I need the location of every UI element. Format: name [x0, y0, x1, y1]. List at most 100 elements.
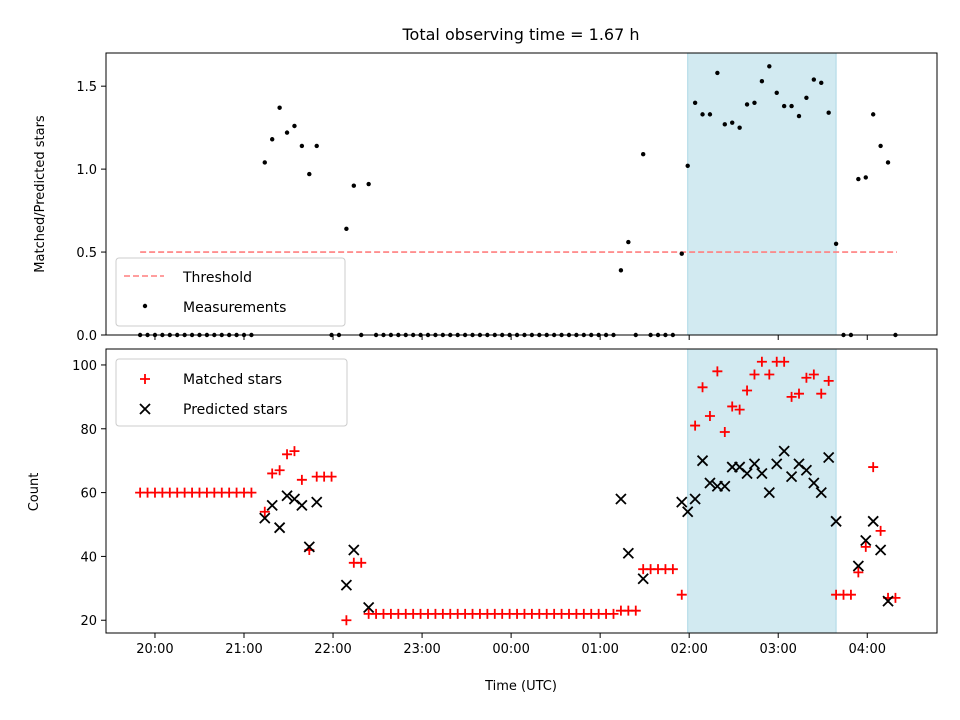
data-point: [697, 382, 708, 393]
data-point: [774, 90, 779, 96]
data-point: [314, 143, 319, 149]
data-point: [852, 560, 864, 572]
y-tick-label: 1.5: [76, 80, 97, 95]
legend-measurements-swatch: [142, 303, 148, 309]
data-point: [690, 420, 701, 431]
axes-frame: [105, 348, 938, 634]
data-point: [259, 512, 271, 524]
data-point: [344, 226, 349, 232]
figure-title: Total observing time = 1.67 h: [401, 25, 639, 44]
data-point: [734, 404, 745, 415]
legend-measurements-label: Measurements: [183, 300, 286, 316]
series-measurements: [137, 64, 898, 338]
data-point: [640, 151, 646, 157]
legend-matched-label: Matched stars: [183, 372, 282, 388]
y-tick-label: 80: [80, 423, 97, 438]
data-point: [296, 499, 308, 511]
y-tick-label: 40: [80, 550, 97, 565]
data-point: [756, 356, 767, 367]
data-point: [767, 64, 772, 69]
series-matched-stars: [135, 356, 901, 626]
data-point: [289, 446, 300, 457]
legend-top: Threshold Measurements: [115, 257, 346, 327]
data-point: [771, 458, 783, 470]
y-tick-label: 20: [80, 614, 97, 629]
data-point: [296, 474, 307, 485]
legend-predicted-label: Predicted stars: [183, 402, 288, 418]
observing-window-shade: [687, 348, 837, 634]
data-point: [270, 137, 275, 142]
top-ylabel: Matched/Predicted stars: [33, 115, 48, 273]
data-point: [778, 445, 790, 457]
data-point: [363, 601, 375, 614]
data-point: [742, 385, 753, 396]
y-tick-label: 100: [72, 359, 97, 374]
data-point: [340, 579, 353, 591]
data-point: [626, 239, 631, 245]
data-point: [267, 468, 278, 479]
data-point: [863, 175, 868, 180]
data-point: [845, 589, 856, 600]
legend-predicted-swatch: [139, 403, 151, 415]
data-point: [853, 567, 864, 578]
data-point: [707, 112, 713, 117]
data-point: [786, 391, 797, 402]
legend-box: [115, 257, 346, 327]
data-point: [804, 95, 809, 100]
data-point: [696, 455, 709, 467]
legend-threshold-label: Threshold: [182, 270, 252, 286]
data-point: [715, 70, 720, 76]
data-point: [366, 181, 371, 187]
data-point: [801, 372, 812, 383]
bottom-plot-panel: 20 40 60 80 100 20:00 21:00 22:00 23:00 00:00 01:0…: [72, 348, 938, 657]
series-predicted-stars: [259, 445, 894, 614]
data-point: [756, 467, 768, 480]
data-point: [303, 541, 315, 553]
data-point: [874, 544, 887, 556]
data-point: [796, 113, 802, 119]
legend-box: [115, 358, 348, 427]
data-point: [608, 608, 619, 619]
data-point: [749, 369, 760, 380]
data-point: [307, 171, 312, 177]
x-tick-label: 21:00: [225, 642, 262, 657]
y-tick-label: 60: [80, 487, 97, 502]
x-tick-label: 00:00: [492, 642, 529, 657]
data-point: [284, 130, 290, 135]
data-point: [700, 112, 705, 117]
data-point: [830, 515, 842, 527]
data-point: [704, 477, 716, 489]
data-point: [789, 103, 794, 109]
x-tick-label: 02:00: [670, 642, 707, 657]
data-point: [819, 80, 824, 86]
top-plot-panel: 0.0 0.5 1.0 1.5 Threshold Measurements: [76, 52, 938, 344]
data-point: [351, 183, 357, 188]
data-point: [860, 541, 871, 552]
data-point: [816, 388, 827, 399]
data-point: [259, 506, 270, 517]
data-point: [348, 544, 360, 556]
data-point: [356, 557, 367, 568]
data-point: [808, 477, 820, 489]
data-point: [815, 486, 827, 499]
data-point: [823, 375, 834, 386]
x-tick-label: 23:00: [403, 642, 440, 657]
data-point: [882, 595, 894, 607]
data-point: [860, 534, 872, 547]
data-point: [875, 525, 886, 536]
data-point: [277, 105, 282, 110]
data-point: [618, 268, 624, 273]
data-point: [676, 589, 687, 600]
data-point: [748, 458, 761, 470]
data-point: [868, 462, 879, 473]
bottom-ylabel: Count: [27, 473, 42, 512]
x-tick-label: 22:00: [314, 642, 351, 657]
axes-frame: [105, 52, 938, 336]
data-point: [704, 411, 715, 422]
data-point: [779, 356, 790, 367]
x-tick-label: 03:00: [759, 642, 796, 657]
data-point: [266, 499, 278, 511]
data-point: [281, 490, 293, 502]
x-tick-label: 04:00: [849, 642, 886, 657]
